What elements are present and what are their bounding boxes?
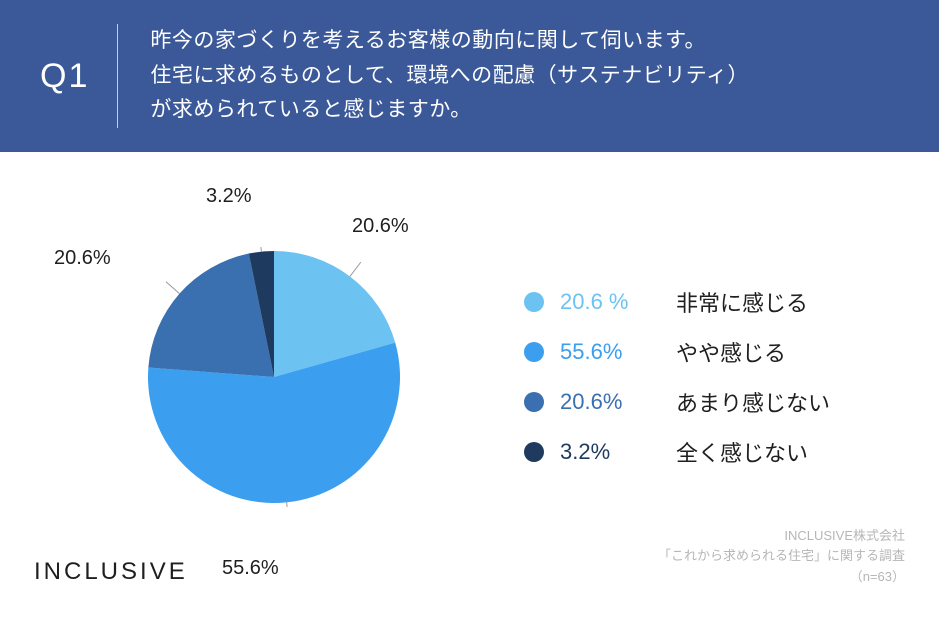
legend-item: 55.6% やや感じる [524,336,830,368]
question-text: 昨今の家づくりを考えるお客様の動向に関して伺います。住宅に求めるものとして、環境… [150,24,749,128]
credit-line: INCLUSIVE株式会社 [658,526,905,547]
header: Q1 昨今の家づくりを考えるお客様の動向に関して伺います。住宅に求めるものとして… [0,0,939,152]
slice-callout: 20.6% [352,215,409,238]
legend-percent: 20.6 % [560,289,660,315]
legend-label: 全く感じない [676,436,808,468]
brand-logo: INCLUSIVE [34,558,188,586]
legend-item: 20.6 % 非常に感じる [524,286,830,318]
legend-item: 20.6% あまり感じない [524,386,830,418]
legend: 20.6 % 非常に感じる 55.6% やや感じる 20.6% あまり感じない 3.2% 全く… [524,286,830,468]
pie-chart: 20.6% 55.6% 20.6% 3.2% [54,167,474,587]
legend-swatch [524,392,544,412]
legend-label: あまり感じない [676,386,830,418]
credit-block: INCLUSIVE株式会社 「これから求められる住宅」に関する調査 （n=63） [658,526,905,588]
chart-panel: 20.6% 55.6% 20.6% 3.2% 20.6 % 非常に感じる 55.6% やや感… [14,152,925,602]
legend-percent: 55.6% [560,339,660,365]
question-number: Q1 [40,24,118,128]
credit-line: （n=63） [658,567,905,588]
legend-label: 非常に感じる [676,286,808,318]
slice-callout: 55.6% [222,557,279,580]
legend-swatch [524,292,544,312]
legend-swatch [524,342,544,362]
legend-percent: 20.6% [560,389,660,415]
legend-item: 3.2% 全く感じない [524,436,830,468]
pie-svg [144,247,404,507]
legend-percent: 3.2% [560,439,660,465]
slice-callout: 3.2% [206,185,252,208]
slice-callout: 20.6% [54,247,111,270]
legend-swatch [524,442,544,462]
credit-line: 「これから求められる住宅」に関する調査 [658,546,905,567]
legend-label: やや感じる [676,336,786,368]
